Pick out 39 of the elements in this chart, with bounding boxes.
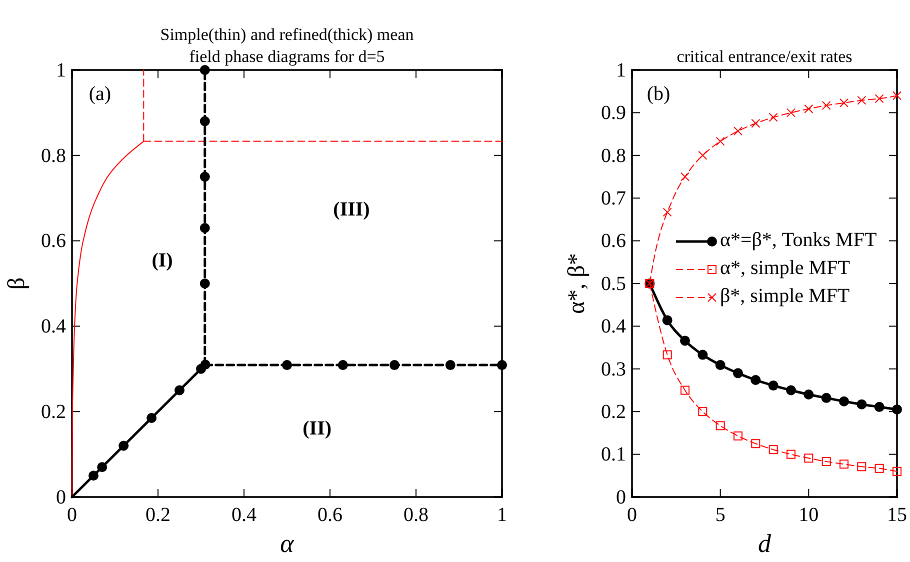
annotation: (II) xyxy=(302,418,332,440)
y-tick-label: 0.6 xyxy=(601,230,626,252)
y-tick-label: 0.2 xyxy=(41,401,66,423)
y-tick-label: 1 xyxy=(56,59,66,82)
y-tick-label: 0.4 xyxy=(41,316,66,338)
x-axis-title: α xyxy=(280,529,296,558)
x-tick-label: 0.4 xyxy=(232,504,256,526)
legend-label: β*, simple MFT xyxy=(720,285,850,308)
y-axis-title: α*, β* xyxy=(564,253,590,314)
x-axis-title: d xyxy=(758,529,772,558)
y-tick-label: 0 xyxy=(616,486,626,508)
y-tick-label: 0.6 xyxy=(41,230,66,252)
y-tick-label: 0.8 xyxy=(41,144,66,167)
y-tick-label: 0.4 xyxy=(601,316,626,338)
y-tick-label: 0.9 xyxy=(601,102,626,124)
x-tick-label: 0.2 xyxy=(146,504,170,526)
x-tick-label: 1 xyxy=(497,504,507,526)
annotation: (a) xyxy=(88,83,112,106)
y-tick-label: 0.5 xyxy=(601,272,626,295)
y-tick-label: 0.3 xyxy=(601,358,626,380)
y-axis-title: β xyxy=(4,277,30,290)
x-tick-label: 5 xyxy=(715,504,726,526)
y-tick-label: 0.2 xyxy=(601,401,626,423)
legend-label: α*, simple MFT xyxy=(720,257,850,280)
y-tick-label: 0.1 xyxy=(601,444,626,466)
y-tick-label: 0 xyxy=(56,486,66,508)
x-tick-label: 0.8 xyxy=(404,504,428,526)
x-tick-label: 0.6 xyxy=(318,504,342,526)
legend-label: α*=β*, Tonks MFT xyxy=(720,229,877,252)
annotation: (b) xyxy=(646,83,670,106)
y-tick-label: 0.7 xyxy=(601,188,626,210)
annotation: (I) xyxy=(152,250,173,272)
y-tick-label: 1 xyxy=(616,59,626,82)
y-tick-label: 0.8 xyxy=(601,144,626,167)
x-tick-label: 10 xyxy=(798,504,819,526)
chart-title: critical entrance/exit rates xyxy=(676,47,852,66)
annotation: (III) xyxy=(333,198,370,221)
x-tick-label: 15 xyxy=(887,504,907,526)
chart-title: Simple(thin) and refined(thick) mean field phase diagrams for d=5 xyxy=(160,25,414,66)
